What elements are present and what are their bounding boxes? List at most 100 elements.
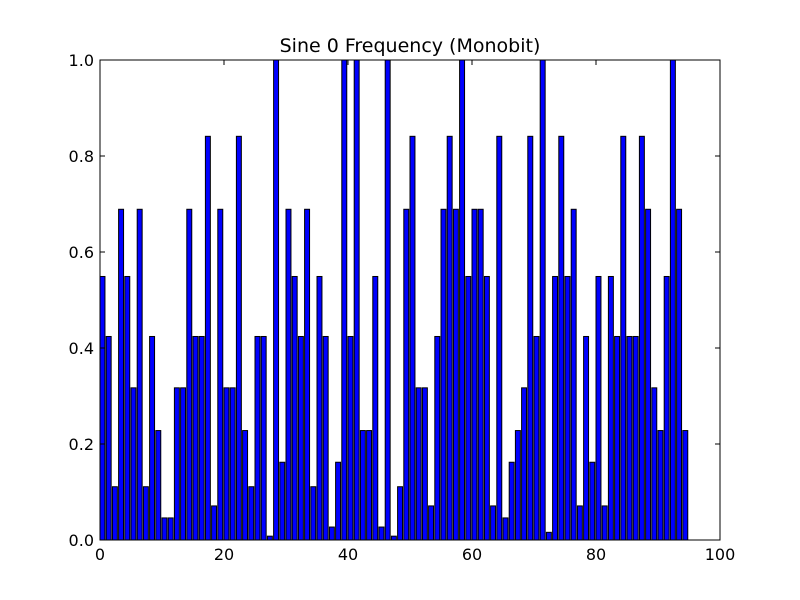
bar-53	[428, 505, 435, 541]
bar-48	[397, 486, 404, 541]
bar-81	[601, 505, 608, 541]
x-tick-label: 20	[214, 545, 234, 564]
bar-64	[496, 135, 503, 541]
bar-10	[161, 517, 168, 541]
bar-69	[527, 135, 534, 541]
bar-21	[229, 387, 236, 541]
tick-labels-group: 0 20 40 60 80 100 0.0 0.2 0.4 0.6 0.8 1.0	[69, 51, 736, 564]
bar-27	[266, 535, 273, 541]
bar-23	[242, 430, 249, 541]
bar-66	[508, 461, 515, 541]
bar-9	[155, 430, 162, 541]
bar-41	[353, 59, 360, 541]
bar-91	[663, 275, 670, 541]
bar-32	[297, 335, 304, 541]
bar-0	[99, 275, 106, 541]
bar-34	[310, 486, 317, 541]
bar-67	[514, 430, 521, 541]
y-tick-label: 0.8	[69, 147, 94, 166]
bar-40	[347, 335, 354, 541]
bar-45	[378, 526, 385, 541]
bar-24	[248, 486, 255, 541]
bar-28	[273, 59, 280, 541]
bar-36	[322, 335, 329, 541]
bar-76	[570, 208, 577, 541]
bar-92	[669, 59, 676, 541]
x-tick-label: 100	[705, 545, 736, 564]
bar-89	[651, 387, 658, 541]
bar-46	[384, 59, 391, 541]
bar-20	[223, 387, 230, 541]
x-tick-label: 80	[586, 545, 606, 564]
y-tick-label: 0.0	[69, 531, 94, 550]
bar-22	[235, 135, 242, 541]
bar-63	[490, 505, 497, 541]
x-tick-label: 60	[462, 545, 482, 564]
bar-15	[192, 335, 199, 541]
x-tick-label: 0	[95, 545, 105, 564]
bar-52	[421, 387, 428, 541]
bar-31	[291, 275, 298, 541]
bar-33	[304, 208, 311, 541]
bar-1	[105, 335, 112, 541]
bar-72	[545, 531, 552, 541]
y-tick-label: 0.2	[69, 435, 94, 454]
bar-11	[167, 517, 174, 541]
bar-88	[645, 208, 652, 541]
bar-35	[316, 275, 323, 541]
bar-61	[477, 208, 484, 541]
bar-19	[217, 208, 224, 541]
bar-56	[446, 135, 453, 541]
bar-55	[440, 208, 447, 541]
bar-68	[521, 387, 528, 541]
bar-70	[533, 335, 540, 541]
bar-17	[204, 135, 211, 541]
chart-title: Sine 0 Frequency (Monobit)	[280, 35, 541, 57]
bar-74	[558, 135, 565, 541]
bar-93	[676, 208, 683, 541]
bar-6	[136, 208, 143, 541]
bar-90	[657, 430, 664, 541]
bar-86	[632, 335, 639, 541]
bar-75	[564, 275, 571, 541]
bar-37	[328, 526, 335, 541]
bar-25	[254, 335, 261, 541]
x-tick-label: 40	[338, 545, 358, 564]
bar-82	[607, 275, 614, 541]
bar-47	[390, 535, 397, 541]
bar-2	[111, 486, 118, 541]
bar-50	[409, 135, 416, 541]
y-tick-label: 1.0	[69, 51, 94, 70]
bar-44	[372, 275, 379, 541]
bar-5	[130, 387, 137, 541]
bar-4	[124, 275, 131, 541]
bar-38	[335, 461, 342, 541]
ticks-group	[99, 59, 721, 541]
bar-62	[483, 275, 490, 541]
y-tick-label: 0.6	[69, 243, 94, 262]
bar-85	[626, 335, 633, 541]
bar-29	[279, 461, 286, 541]
bar-14	[186, 208, 193, 541]
bar-80	[595, 275, 602, 541]
bar-87	[638, 135, 645, 541]
bar-73	[552, 275, 559, 541]
bar-12	[173, 387, 180, 541]
bar-42	[359, 430, 366, 541]
bar-71	[539, 59, 546, 541]
bar-3	[118, 208, 125, 541]
bar-83	[614, 335, 621, 541]
bar-30	[285, 208, 292, 541]
bar-8	[149, 335, 156, 541]
bar-16	[198, 335, 205, 541]
bar-13	[180, 387, 187, 541]
bar-57	[452, 208, 459, 541]
bar-49	[403, 208, 410, 541]
bar-18	[211, 505, 218, 541]
bar-78	[583, 335, 590, 541]
bar-84	[620, 135, 627, 541]
bar-26	[260, 335, 267, 541]
bar-77	[576, 505, 583, 541]
